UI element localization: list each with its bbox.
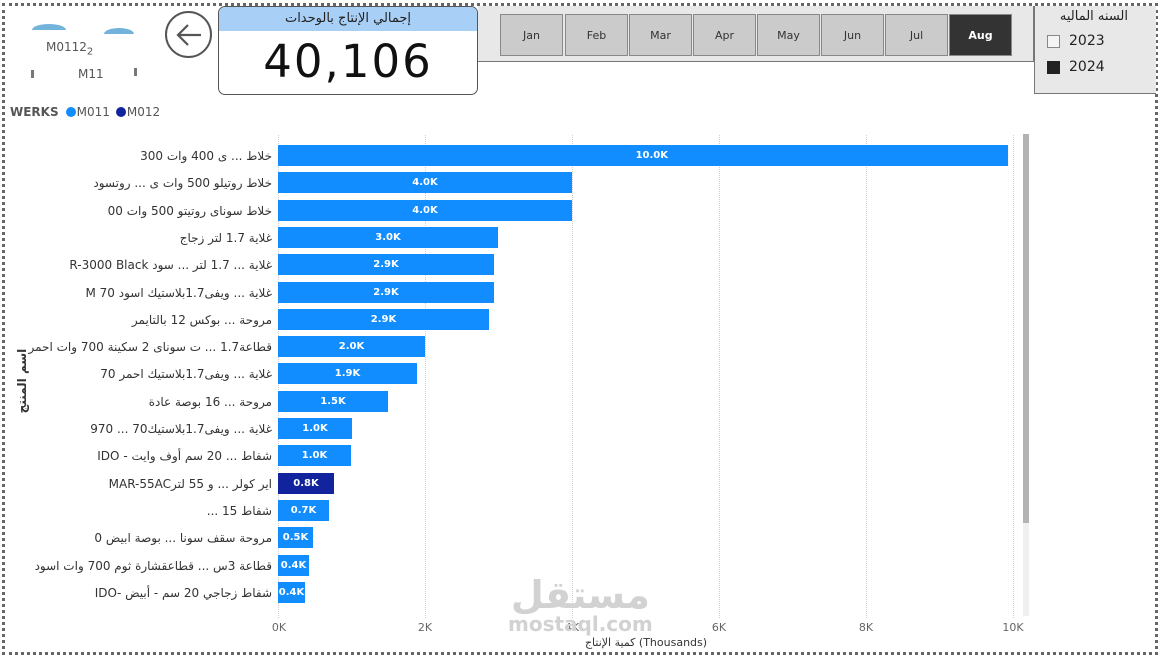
legend-label: M011	[76, 105, 110, 119]
month-button-feb[interactable]: Feb	[565, 14, 628, 56]
bar-data-label: 0.7K	[290, 505, 317, 516]
bar-m011[interactable]: 2.9K	[278, 309, 489, 330]
bar-m011[interactable]: 3.0K	[278, 227, 498, 248]
year-option-2024[interactable]: 2024	[1047, 59, 1105, 75]
report-frame	[2, 3, 1158, 655]
logo-arc-right	[104, 28, 134, 40]
month-button-aug[interactable]: Aug	[949, 14, 1012, 56]
bar-data-label: 2.0K	[338, 341, 365, 352]
kpi-card-total-production: إجمالي الإنتاج بالوحدات 40,106	[218, 6, 478, 95]
company-logo: M01122 M11	[26, 16, 146, 88]
bar-data-label: 1.5K	[320, 396, 346, 407]
bar-data-label: 0.8K	[293, 478, 319, 489]
month-button-may[interactable]: May	[757, 14, 820, 56]
logo-text-top: M01122	[46, 40, 94, 58]
bar-m011[interactable]: 1.0K	[278, 418, 352, 439]
bar-data-label: 10.0K	[635, 150, 668, 161]
legend-item-m012[interactable]: M012	[115, 105, 161, 119]
back-button[interactable]	[165, 11, 212, 58]
bar-data-label: 0.5K	[282, 532, 309, 543]
bar-data-label: 4.0K	[412, 177, 438, 188]
bar-data-label: 1.0K	[302, 423, 328, 434]
bar-data-label: 0.4K	[280, 560, 307, 571]
y-axis-title: اسم المنتج	[15, 348, 29, 414]
bar-data-label: 2.9K	[373, 287, 399, 298]
bar-m012[interactable]: 0.8K	[278, 473, 334, 494]
bar-data-label: 4.0K	[412, 205, 438, 216]
logo-text-bottom: M11	[78, 67, 104, 81]
legend-item-m011[interactable]: M011	[65, 105, 110, 119]
arrow-left-icon	[175, 23, 201, 46]
bar-m011[interactable]: 4.0K	[278, 200, 572, 221]
kpi-title: إجمالي الإنتاج بالوحدات	[219, 7, 477, 31]
bar-m011[interactable]: 2.9K	[278, 282, 494, 303]
bar-m011[interactable]: 0.7K	[278, 500, 329, 521]
bar-m011[interactable]: 1.5K	[278, 391, 388, 412]
bar-data-label: 1.0K	[301, 450, 328, 461]
bar-m011[interactable]: 2.0K	[278, 336, 425, 357]
logo-mark-left	[31, 70, 34, 78]
watermark-latin: mostaql.com	[508, 612, 653, 636]
chart-legend: WERKS M011 M012	[10, 105, 163, 119]
legend-title: WERKS	[10, 105, 59, 119]
watermark-arabic: مستقل	[510, 573, 650, 617]
month-button-jun[interactable]: Jun	[821, 14, 884, 56]
bar-data-label: 0.4K	[278, 587, 305, 598]
legend-swatch-icon	[115, 107, 126, 117]
bar-m011[interactable]: 1.9K	[278, 363, 417, 384]
bar-data-label: 3.0K	[375, 232, 401, 243]
year-option-2023[interactable]: 2023	[1047, 33, 1105, 49]
checkbox-checked-icon[interactable]	[1047, 60, 1060, 74]
bar-data-label: 1.9K	[334, 368, 361, 379]
bar-data-label: 2.9K	[370, 314, 397, 325]
logo-arc-left	[32, 24, 66, 36]
bar-m011[interactable]: 4.0K	[278, 172, 572, 193]
legend-label: M012	[126, 105, 161, 119]
bar-m011[interactable]: 10.0K	[278, 145, 1008, 166]
year-label: 2024	[1069, 59, 1105, 75]
bar-data-label: 2.9K	[373, 259, 399, 270]
bar-m011[interactable]: 0.5K	[278, 527, 313, 548]
month-button-jul[interactable]: Jul	[885, 14, 948, 56]
chart-scrollbar-thumb[interactable]	[1023, 134, 1029, 523]
month-button-apr[interactable]: Apr	[693, 14, 756, 56]
logo-mark-right	[134, 68, 137, 76]
fiscal-year-slicer: السنه الماليه 2023 2024	[1034, 6, 1156, 94]
month-slicer: Jan Feb Mar Apr May Jun Jul Aug	[478, 6, 1034, 62]
bar-m011[interactable]: 1.0K	[278, 445, 351, 466]
fiscal-year-title: السنه الماليه	[1059, 9, 1128, 24]
month-button-jan[interactable]: Jan	[500, 14, 563, 56]
checkbox-unchecked-icon[interactable]	[1047, 34, 1060, 48]
year-label: 2023	[1069, 33, 1105, 49]
bar-m011[interactable]: 0.4K	[278, 582, 305, 603]
bar-m011[interactable]: 2.9K	[278, 254, 494, 275]
watermark: مستقل mostaql.com	[508, 573, 653, 636]
kpi-value: 40,106	[263, 35, 433, 88]
month-button-mar[interactable]: Mar	[629, 14, 692, 56]
legend-swatch-icon	[65, 107, 76, 117]
bar-m011[interactable]: 0.4K	[278, 555, 309, 576]
